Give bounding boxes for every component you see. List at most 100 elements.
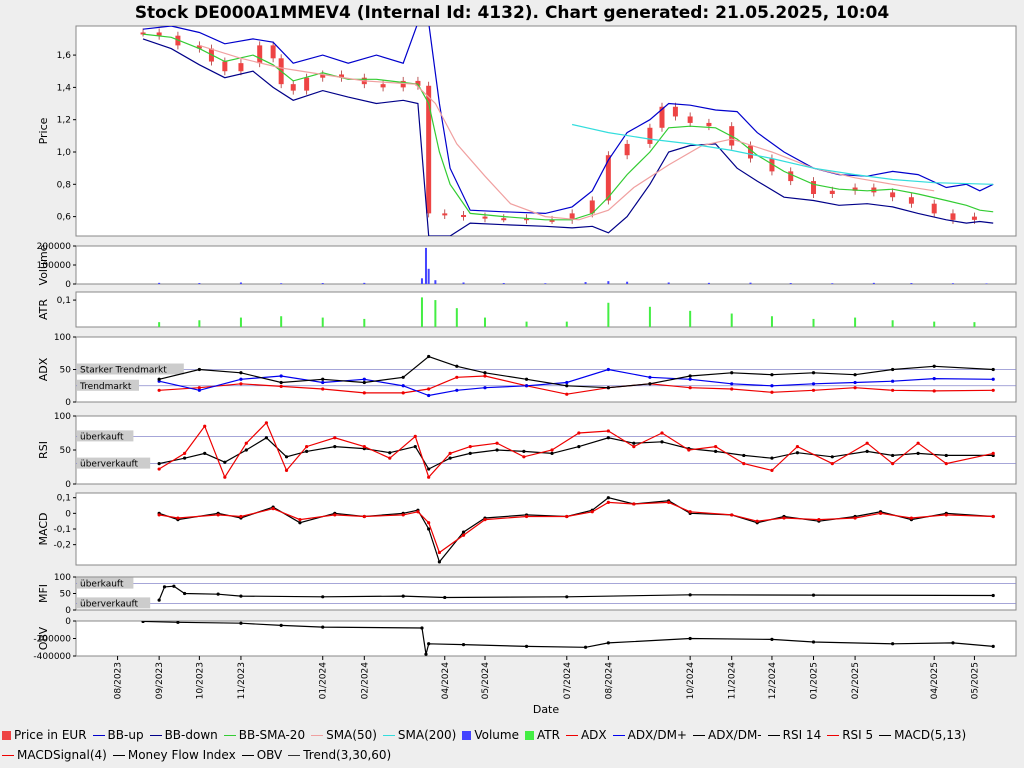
adx-dm-point: [606, 367, 610, 372]
volume-bar: [667, 282, 670, 284]
atr-bar: [455, 308, 458, 327]
price-candle: [426, 85, 432, 214]
atr-bar: [812, 318, 815, 327]
legend-item: RSI 14: [767, 728, 822, 742]
rsi-ytick-label: 0: [65, 480, 71, 490]
x-tick-label: 10/2024: [686, 662, 696, 700]
atr-bar: [483, 317, 486, 327]
adx-reference-label: Starker Trendmarkt: [80, 366, 167, 376]
rsi-14-point: [495, 448, 499, 452]
adx-point: [730, 387, 734, 391]
price-candle: [238, 63, 244, 72]
rsi-5-point: [944, 462, 948, 466]
adx-dm-point: [455, 364, 459, 368]
volume-bar: [280, 283, 283, 284]
volume-bar: [434, 280, 437, 284]
price-candle: [811, 181, 817, 194]
rsi-5-point: [495, 441, 499, 445]
bb-sma-20-line: [142, 33, 994, 221]
rsi-5-point: [522, 455, 526, 459]
volume-bar: [544, 283, 547, 284]
rsi-5-point: [264, 421, 269, 425]
price-candle: [156, 32, 162, 36]
volume-series-group: [158, 247, 988, 284]
adx-point: [932, 389, 936, 393]
rsi-14-point: [448, 456, 452, 460]
macdsignal-4-line: [159, 501, 994, 554]
legend-item: BB-SMA-20: [223, 728, 305, 742]
adx-dm-point: [524, 377, 529, 381]
rsi-14-point: [577, 445, 581, 449]
price-candle: [380, 84, 386, 88]
obv-point: [606, 641, 610, 645]
rsi-5-point: [413, 434, 417, 438]
rsi-ytick-label: 50: [60, 446, 72, 456]
mfi-ytick-label: 50: [60, 590, 72, 600]
legend-line-icon: [311, 735, 324, 736]
atr-bar: [565, 321, 568, 327]
rsi-14-point: [183, 456, 187, 460]
price-candle: [549, 219, 555, 222]
legend-item: RSI 5: [827, 728, 873, 742]
legend-line-icon: [92, 735, 105, 736]
macd-5-13-point: [298, 521, 302, 525]
x-axis: 08/2023 09/2023 10/2023 11/2023 01/2024 02/20…: [114, 656, 980, 700]
volume-bar: [607, 281, 610, 284]
macdsignal-4-point: [416, 510, 420, 514]
macdsignal-4-point: [461, 533, 466, 537]
adx-dm-point: [427, 354, 431, 359]
price-candle: [140, 32, 146, 35]
atr-bar: [854, 317, 857, 327]
adx-dm-point: [197, 388, 201, 392]
macd-ytick-label: -0,1: [53, 525, 71, 535]
adx-dm-point: [688, 374, 692, 378]
legend-item: ADX/DM+: [612, 728, 687, 742]
price-ytick-label: 1,6: [57, 51, 72, 61]
atr-bar: [607, 302, 610, 327]
price-candle: [501, 218, 507, 221]
legend-label: RSI 14: [782, 728, 822, 742]
legend-line-icon: [692, 735, 705, 736]
volume-bar: [321, 283, 324, 284]
atr-ytick-label: 0,1: [57, 296, 71, 306]
volume-bar: [910, 283, 913, 284]
macd-plot-area: [75, 492, 1017, 566]
volume-bar: [831, 283, 834, 284]
macdsignal-4-point: [817, 518, 821, 522]
volume-bar: [707, 282, 710, 284]
legend-item: Money Flow Index: [112, 748, 236, 762]
mfi-ytick-label: 100: [54, 573, 71, 583]
price-candle: [196, 45, 202, 49]
price-candle: [461, 215, 467, 217]
adx-point: [455, 375, 459, 379]
money-flow-index-point: [811, 593, 816, 597]
rsi-14-point: [468, 451, 472, 455]
price-candle: [270, 45, 276, 59]
macdsignal-4-point: [239, 514, 243, 519]
adx-point: [427, 387, 431, 391]
rsi-14-point: [795, 451, 800, 455]
price-candle: [852, 187, 858, 191]
legend-label: Price in EUR: [14, 728, 87, 742]
rsi-5-point: [183, 451, 187, 455]
chart-title: Stock DE000A1MMEV4 (Internal Id: 4132). …: [135, 3, 890, 23]
adx-ytick-label: 0: [65, 398, 71, 408]
adx-dm-point: [853, 380, 857, 385]
rsi-5-point: [770, 468, 774, 472]
legend-label: ADX/DM+: [627, 728, 687, 742]
volume-bar: [749, 282, 752, 284]
atr-bar: [280, 316, 283, 327]
money-flow-index-point: [991, 593, 995, 598]
rsi-5-point: [891, 462, 895, 466]
macdsignal-4-point: [878, 511, 883, 515]
legend-label: MACD(5,13): [894, 728, 967, 742]
money-flow-index-point: [401, 594, 405, 598]
adx-point: [811, 388, 816, 392]
legend-item: BB-up: [92, 728, 144, 742]
adx-point: [770, 390, 774, 394]
rsi-14-point: [244, 448, 248, 452]
legend-row: Price in EUR BB-up BB-down BB-SMA-20 SMA(50)…: [2, 728, 972, 742]
price-panel: 0,6 0,8 1,0 1,2 1,4 1,6 Price: [37, 25, 1017, 237]
legend-swatch: [524, 731, 534, 740]
macd-ytick-label: 0,1: [57, 494, 71, 504]
